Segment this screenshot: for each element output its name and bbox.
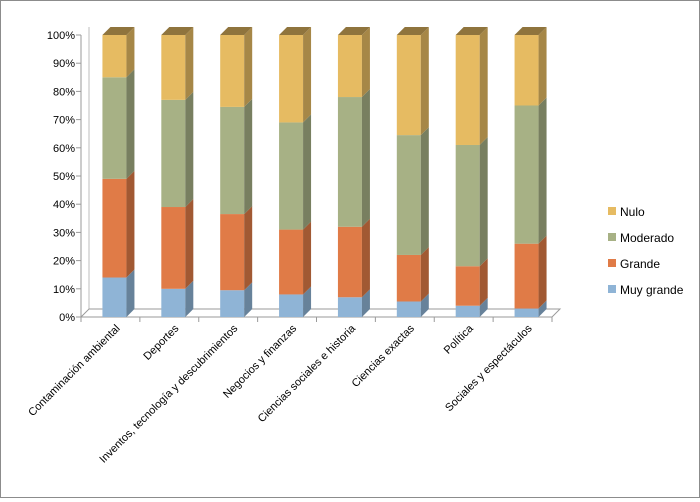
bar-segment	[455, 297, 488, 317]
bar-segment	[337, 27, 370, 98]
bar-segment	[220, 206, 253, 291]
y-tick-label: 90%	[53, 58, 75, 70]
legend-swatch	[608, 259, 616, 267]
bar-segment	[279, 27, 312, 123]
bar-segment	[396, 27, 429, 136]
bar-stack	[279, 27, 312, 317]
bar-segment	[161, 27, 194, 100]
bar-segment	[514, 27, 547, 106]
bar-stack	[514, 27, 547, 317]
y-tick-label: 100%	[47, 30, 75, 42]
bar-segment	[102, 170, 135, 278]
y-tick-label: 80%	[53, 86, 75, 98]
bar-segment	[455, 27, 488, 145]
legend-label: Grande	[620, 257, 660, 271]
bar-segment	[455, 258, 488, 306]
x-category-label: Política	[442, 322, 477, 357]
y-tick-label: 0%	[59, 312, 75, 324]
axis-layer	[76, 27, 562, 322]
bar-segment	[102, 69, 135, 179]
bar-segment	[220, 282, 253, 317]
x-category-label: Inventos, tecnología y descubrimientos	[97, 322, 240, 465]
bar-stack	[161, 27, 194, 317]
bar-segment	[337, 89, 370, 227]
bar-segment	[514, 300, 547, 317]
bar-segment	[161, 91, 194, 208]
y-tick-label: 70%	[53, 115, 75, 127]
x-category-label: Contaminación ambiental	[26, 323, 122, 419]
x-category-label: Deportes	[141, 322, 181, 362]
legend-label: Moderado	[620, 231, 674, 245]
bar-segment	[396, 127, 429, 255]
legend-item: Grande	[608, 257, 660, 271]
x-category-label: Ciencias sociales e historia	[256, 322, 359, 425]
bar-segment	[396, 293, 429, 317]
bar-stack	[102, 27, 135, 317]
legend: Nulo Moderado Grande Muy grande	[608, 205, 684, 297]
bar-segment	[220, 98, 253, 215]
bar-stack	[396, 27, 429, 317]
legend-swatch	[608, 207, 616, 215]
legend-label: Nulo	[620, 205, 645, 219]
y-tick-label: 60%	[53, 143, 75, 155]
legend-label: Muy grande	[620, 283, 684, 297]
bars-layer	[102, 27, 547, 317]
legend-item: Nulo	[608, 205, 645, 219]
bar-segment	[102, 269, 135, 317]
floor	[79, 308, 562, 318]
bar-segment	[396, 246, 429, 302]
bar-segment	[161, 280, 194, 317]
x-category-label: Ciencias exactas	[350, 322, 418, 390]
y-tick-label: 50%	[53, 171, 75, 183]
bar-segment	[514, 235, 547, 309]
bar-segment	[161, 199, 194, 289]
bar-segment	[102, 27, 135, 78]
bar-segment	[279, 221, 312, 295]
legend-swatch	[608, 285, 616, 293]
y-tick-label: 30%	[53, 227, 75, 239]
bar-segment	[514, 97, 547, 244]
y-tick-label: 40%	[53, 199, 75, 211]
bar-segment	[337, 289, 370, 317]
bar-stack	[220, 27, 253, 317]
bar-segment	[220, 27, 253, 107]
bar-stack	[337, 27, 370, 317]
bar-segment	[455, 136, 488, 267]
bar-stack	[455, 27, 488, 317]
legend-swatch	[608, 233, 616, 241]
legend-item: Muy grande	[608, 283, 684, 297]
legend-item: Moderado	[608, 231, 674, 245]
y-tick-label: 10%	[53, 284, 75, 296]
bar-segment	[337, 218, 370, 298]
bar-segment	[279, 286, 312, 317]
y-tick-label: 20%	[53, 256, 75, 268]
bar-segment	[279, 114, 312, 230]
